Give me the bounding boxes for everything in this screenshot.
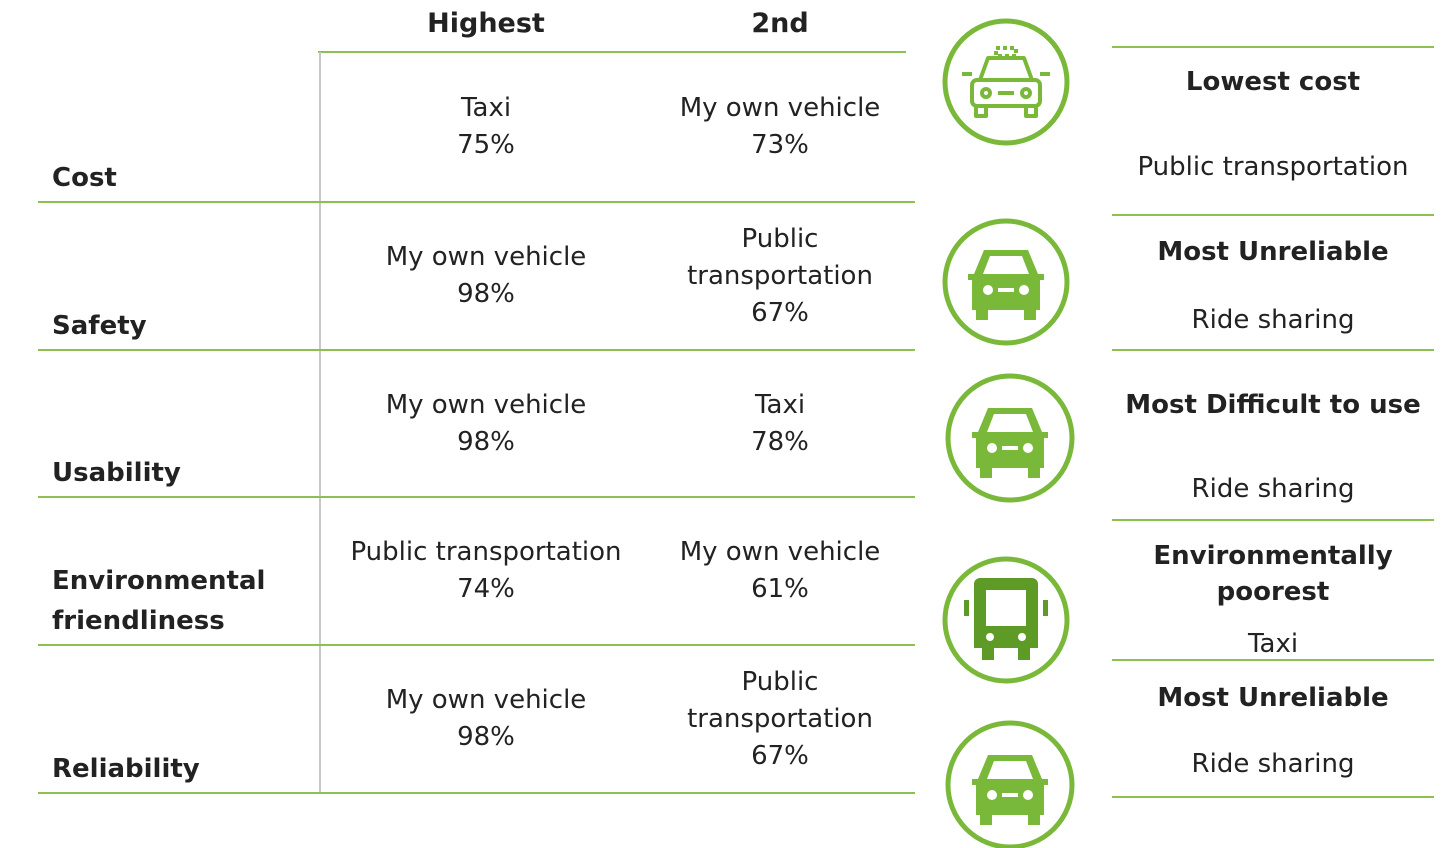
summary-title: Environmentally poorest bbox=[1153, 541, 1393, 607]
mode-name: My own vehicle bbox=[679, 93, 881, 123]
percentage: 67% bbox=[751, 297, 809, 328]
column-divider bbox=[319, 52, 321, 793]
summary-line bbox=[1112, 519, 1434, 521]
table-cell: My own vehicle 61% bbox=[660, 497, 900, 645]
table-cell: Taxi 75% bbox=[321, 52, 651, 202]
row-label: Reliability bbox=[52, 754, 200, 784]
mode-name: Public transportation bbox=[350, 537, 622, 567]
mode-name: Public transportation bbox=[687, 666, 873, 734]
percentage: 98% bbox=[457, 279, 515, 309]
table-cell: Taxi 78% bbox=[660, 350, 900, 497]
row-label: Cost bbox=[52, 163, 117, 193]
percentage: 98% bbox=[457, 426, 515, 457]
row-label: Usability bbox=[52, 458, 181, 488]
summary-line bbox=[1112, 659, 1434, 661]
table-cell: My own vehicle 98% bbox=[321, 350, 651, 497]
summary-title: Most Unreliable bbox=[1157, 683, 1389, 713]
mode-name: My own vehicle bbox=[385, 242, 587, 272]
column-header: 2nd bbox=[751, 8, 809, 39]
row-line bbox=[38, 792, 915, 794]
summary-title: Lowest cost bbox=[1185, 67, 1361, 97]
percentage: 67% bbox=[751, 740, 809, 771]
row-line bbox=[38, 496, 915, 498]
summary-line bbox=[1112, 796, 1434, 798]
summary-title: Most Difficult to use bbox=[1125, 390, 1421, 420]
table-cell: My own vehicle 98% bbox=[321, 202, 651, 350]
table-cell: My own vehicle 98% bbox=[321, 645, 651, 793]
header-line bbox=[318, 51, 906, 53]
summary-title: Most Unreliable bbox=[1157, 237, 1389, 267]
summary-answer: Taxi bbox=[1247, 629, 1299, 659]
percentage: 61% bbox=[751, 574, 809, 604]
row-label: Safety bbox=[52, 311, 147, 341]
table-cell: Public transportation 67% bbox=[660, 645, 900, 793]
summary-line bbox=[1112, 214, 1434, 216]
mode-name: My own vehicle bbox=[385, 685, 587, 715]
summary-line bbox=[1112, 349, 1434, 351]
column-header: Highest bbox=[427, 8, 545, 39]
mode-name: Taxi bbox=[754, 389, 806, 420]
percentage: 73% bbox=[751, 130, 809, 160]
table-cell: Public transportation 67% bbox=[660, 202, 900, 350]
table-cell: Public transportation 74% bbox=[321, 497, 651, 645]
row-label: Environmental friendliness bbox=[52, 566, 266, 636]
percentage: 74% bbox=[457, 574, 515, 604]
mode-name: Taxi bbox=[460, 93, 512, 123]
mode-name: My own vehicle bbox=[385, 389, 587, 420]
percentage: 75% bbox=[457, 130, 515, 160]
row-line bbox=[38, 349, 915, 351]
percentage: 78% bbox=[751, 426, 809, 457]
summary-answer: Public transportation bbox=[1137, 152, 1409, 182]
row-line bbox=[38, 201, 915, 203]
summary-answer: Ride sharing bbox=[1191, 305, 1355, 335]
row-line bbox=[38, 644, 915, 646]
mode-name: Public transportation bbox=[687, 223, 873, 291]
percentage: 98% bbox=[457, 722, 515, 752]
summary-line bbox=[1112, 46, 1434, 48]
summary-answer: Ride sharing bbox=[1191, 749, 1355, 779]
table-cell: My own vehicle 73% bbox=[660, 52, 900, 202]
summary-answer: Ride sharing bbox=[1191, 474, 1355, 504]
mode-name: My own vehicle bbox=[679, 537, 881, 567]
